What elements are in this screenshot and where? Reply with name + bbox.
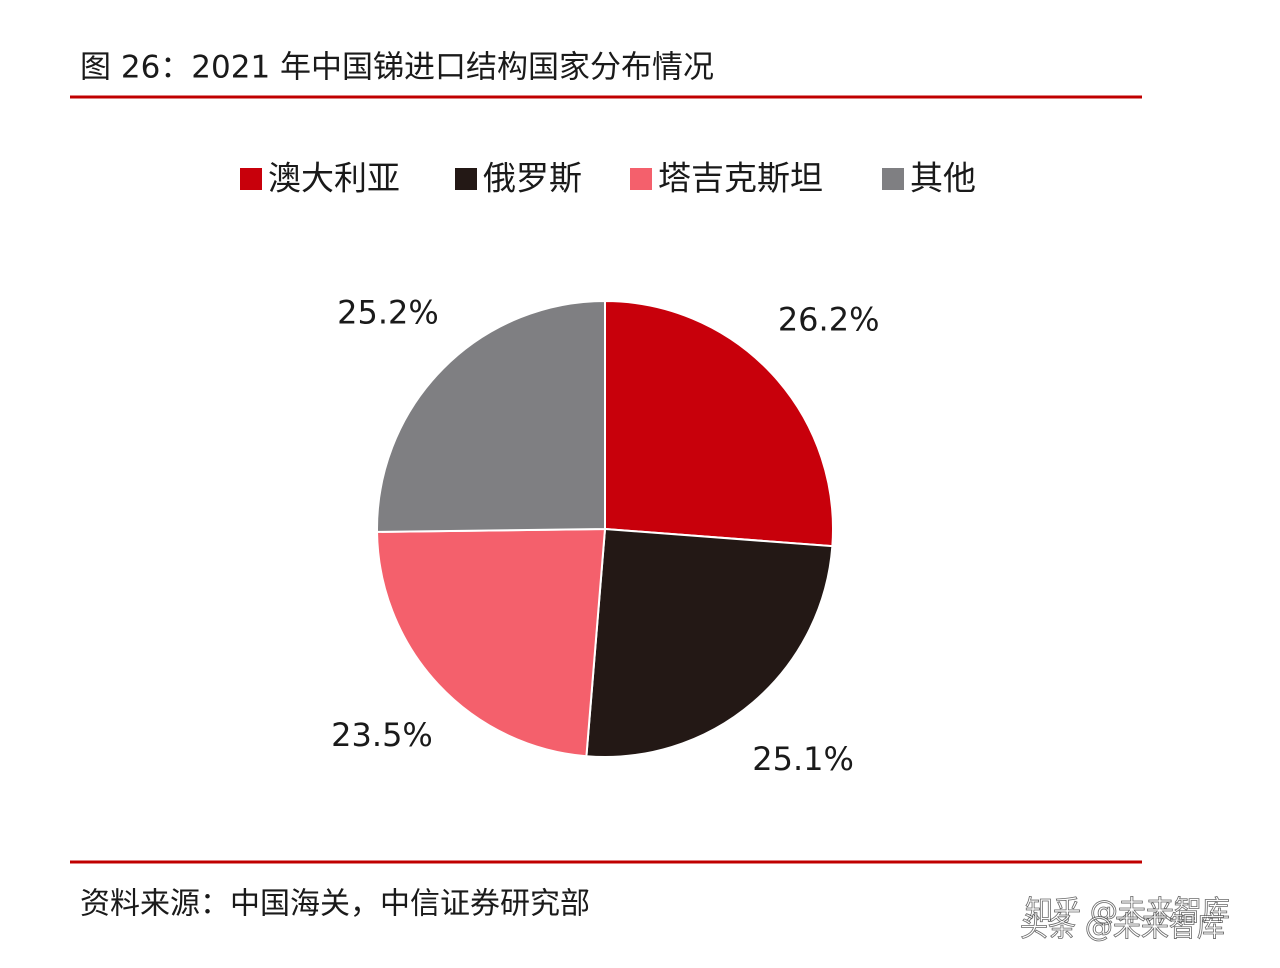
pie-slice	[376, 527, 607, 758]
watermark: 头条 @未来智库	[1020, 910, 1225, 943]
data-label: 25.2%	[337, 294, 439, 332]
legend-label: 塔吉克斯坦	[658, 159, 823, 198]
pie-slice	[604, 299, 834, 548]
pie-slice	[585, 527, 834, 758]
pie-slice	[376, 299, 606, 533]
legend-swatch	[882, 168, 904, 190]
legend-label: 俄罗斯	[483, 159, 582, 198]
legend-label: 澳大利亚	[268, 159, 400, 198]
watermark: 知乎 @未来智库	[1025, 894, 1230, 927]
legend-swatch	[455, 168, 477, 190]
legend-swatch	[240, 168, 262, 190]
legend-swatch	[630, 168, 652, 190]
data-label: 23.5%	[331, 716, 433, 754]
source: 资料来源：中国海关，中信证券研究部	[80, 887, 590, 922]
legend-label: 其他	[910, 159, 976, 198]
chart-title: 图 26：2021 年中国锑进口结构国家分布情况	[80, 50, 714, 86]
data-label: 25.1%	[752, 740, 854, 778]
data-label: 26.2%	[778, 301, 880, 339]
